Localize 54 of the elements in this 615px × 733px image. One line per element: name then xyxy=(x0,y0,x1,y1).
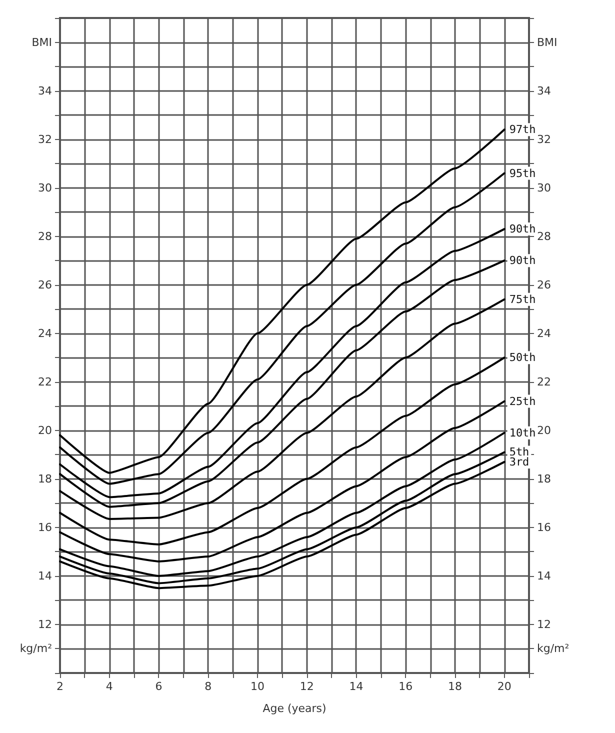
line-series xyxy=(59,356,506,546)
y-tick-label: 30 xyxy=(38,181,52,194)
y-tick-label: 20 xyxy=(38,424,52,437)
y-tick-label: 28 xyxy=(38,230,52,243)
y2-tick-label: 22 xyxy=(537,375,551,388)
x-tick-label: 10 xyxy=(250,680,264,693)
line-series xyxy=(59,298,506,520)
series-label: 97th xyxy=(509,123,536,136)
y2-tick-label: 34 xyxy=(537,84,551,98)
y2-tick-label: 20 xyxy=(537,424,551,437)
x-axis-title: Age (years) xyxy=(262,702,326,715)
y2-tick-label: 30 xyxy=(537,181,551,194)
y2-tick-label: 28 xyxy=(537,230,551,243)
line-series xyxy=(59,400,506,562)
x-tick-label: 12 xyxy=(300,680,314,693)
y-tick-label: 34 xyxy=(38,84,52,98)
y2-tick-label: 14 xyxy=(537,569,551,582)
x-tick-label: 18 xyxy=(448,680,462,693)
y-tick-label: 14 xyxy=(38,569,52,582)
x-tick-label: 6 xyxy=(155,680,162,693)
y-tick-label: kg/m² xyxy=(20,642,52,656)
y2-tick-label: 32 xyxy=(537,132,551,146)
series-label: 75th xyxy=(509,292,536,306)
y-tick-label: 18 xyxy=(38,472,52,486)
y2-tick-label: kg/m² xyxy=(537,642,570,656)
y2-tick-label: 26 xyxy=(537,278,551,292)
y-tick-label: 24 xyxy=(38,326,52,340)
line-series xyxy=(59,432,506,577)
y2-tick-label: 24 xyxy=(537,326,551,340)
y2-tick-label: BMI xyxy=(537,36,558,49)
line-series xyxy=(59,128,506,474)
y-tick-label: 16 xyxy=(38,520,52,534)
series-label: 10th xyxy=(509,426,536,440)
x-tick-label: 2 xyxy=(56,680,64,693)
x-tick-label: 16 xyxy=(398,680,413,693)
series-label: 3rd xyxy=(509,455,530,468)
y-tick-label: BMI xyxy=(32,36,52,49)
series-label: 50th xyxy=(509,351,536,364)
series-label: 90th xyxy=(509,222,536,236)
x-tick-label: 14 xyxy=(349,680,364,693)
y2-tick-label: 18 xyxy=(537,472,551,486)
series-label: 90th xyxy=(509,254,536,268)
y2-tick-label: 16 xyxy=(537,520,551,534)
series-label: 95th xyxy=(509,166,536,180)
y-tick-label: 12 xyxy=(38,618,52,631)
y-tick-label: 22 xyxy=(38,375,52,388)
y-tick-label: 32 xyxy=(38,132,52,146)
series-label: 25th xyxy=(509,394,536,408)
x-tick-label: 8 xyxy=(204,680,212,693)
x-tick-label: 20 xyxy=(497,680,512,693)
line-series xyxy=(59,172,506,485)
y2-tick-label: 12 xyxy=(537,618,551,631)
y-tick-label: 26 xyxy=(38,278,52,292)
x-tick-label: 4 xyxy=(106,680,113,693)
